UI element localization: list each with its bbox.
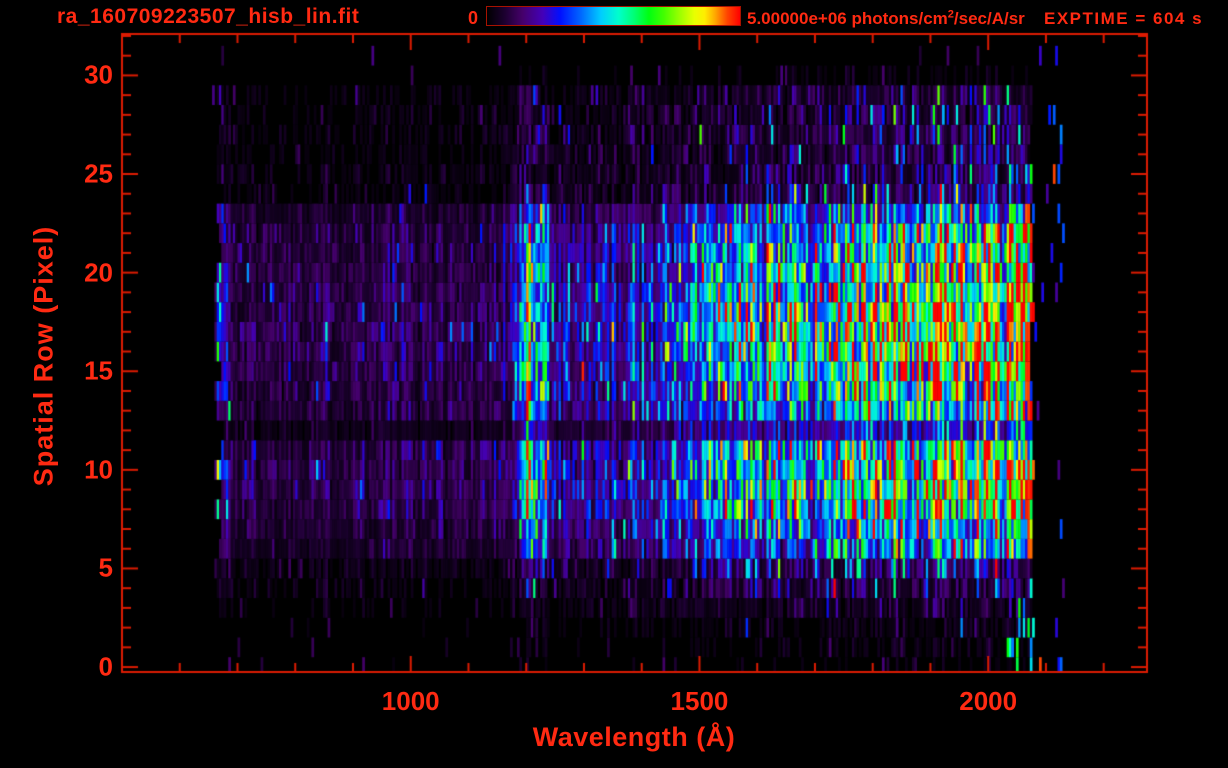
- y-tick-label: 30: [84, 59, 113, 90]
- x-tick-label: 1500: [670, 686, 729, 716]
- y-tick-label: 0: [98, 651, 113, 682]
- y-axis-title: Spatial Row (Pixel): [28, 225, 59, 487]
- y-tick-label: 5: [98, 552, 113, 583]
- colorbar-max-label-text: 5.00000e+06 photons/cm: [747, 9, 948, 28]
- x-tick-label: 1000: [381, 686, 440, 716]
- colorbar-max-label: 5.00000e+06 photons/cm2/sec/A/sr: [747, 8, 1025, 28]
- colorbar-max-label-sup: 2: [947, 8, 954, 21]
- y-tick-label: 25: [84, 158, 113, 189]
- colorbar-gradient: [486, 6, 741, 26]
- y-tick-label: 10: [84, 454, 113, 485]
- x-axis-title: Wavelength (Å): [532, 722, 736, 752]
- x-tick-label: 2000: [959, 686, 1018, 716]
- colorbar-min-label: 0: [467, 8, 478, 28]
- exptime-label: EXPTIME = 604 s: [1044, 9, 1204, 28]
- y-tick-label: 15: [84, 355, 113, 386]
- y-tick-label: 20: [84, 257, 113, 288]
- colorbar-max-label-units: /sec/A/sr: [953, 9, 1025, 28]
- plot-title: ra_160709223507_hisb_lin.fit: [57, 5, 360, 28]
